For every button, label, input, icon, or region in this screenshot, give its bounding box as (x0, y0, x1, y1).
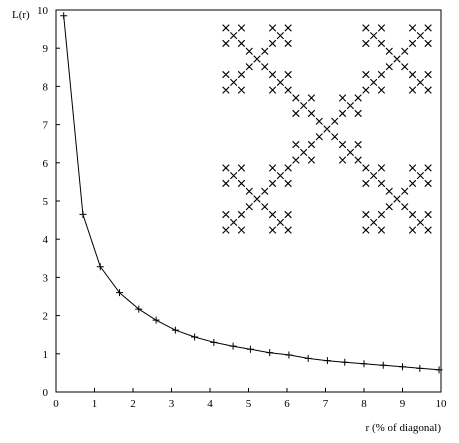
data-point (341, 358, 349, 366)
data-point (60, 12, 68, 20)
y-tick-label: 4 (43, 234, 49, 246)
y-tick-label: 7 (43, 120, 49, 132)
x-tick-label: 6 (284, 398, 290, 410)
x-tick-label: 8 (361, 398, 367, 410)
y-tick-label: 0 (43, 387, 49, 399)
fractal-inset (222, 24, 432, 234)
data-point (379, 361, 387, 369)
data-point (135, 305, 143, 313)
x-tick-label: 1 (92, 398, 98, 410)
x-axis: 0 1 2 3 4 5 6 7 8 9 10 (53, 388, 447, 410)
x-tick-label: 9 (400, 398, 406, 410)
data-point (246, 345, 254, 353)
data-point (399, 363, 406, 371)
data-point (96, 263, 104, 271)
data-point (152, 316, 160, 324)
y-tick-label: 10 (37, 5, 49, 17)
x-tick-label: 7 (323, 398, 329, 410)
y-tick-label: 9 (43, 43, 49, 55)
data-point (435, 366, 443, 374)
data-point (116, 289, 124, 297)
data-point (304, 354, 312, 362)
y-tick-label: 5 (43, 196, 49, 208)
series-markers (60, 12, 443, 374)
y-tick-label: 6 (43, 158, 49, 170)
fractal-shape (222, 24, 432, 234)
y-axis-title: L(r) (12, 9, 30, 21)
data-point (171, 326, 179, 334)
x-tick-label: 0 (53, 398, 59, 410)
y-axis: 0 1 2 3 4 5 6 7 8 9 10 (37, 5, 60, 399)
data-point (416, 364, 424, 372)
data-point (266, 349, 274, 357)
data-point (360, 360, 368, 368)
data-point (229, 342, 237, 350)
data-point (210, 338, 218, 346)
y-tick-label: 1 (43, 349, 49, 361)
data-point (79, 210, 87, 218)
data-point (323, 357, 331, 365)
x-tick-label: 10 (436, 398, 448, 410)
x-tick-label: 3 (169, 398, 175, 410)
x-tick-label: 5 (246, 398, 252, 410)
data-point (285, 351, 293, 359)
y-tick-label: 2 (43, 311, 49, 323)
y-tick-label: 8 (43, 81, 49, 93)
x-tick-label: 2 (130, 398, 136, 410)
y-tick-label: 3 (43, 272, 49, 284)
x-tick-label: 4 (207, 398, 213, 410)
data-point (191, 333, 199, 341)
x-axis-title: r (% of diagonal) (366, 422, 442, 434)
